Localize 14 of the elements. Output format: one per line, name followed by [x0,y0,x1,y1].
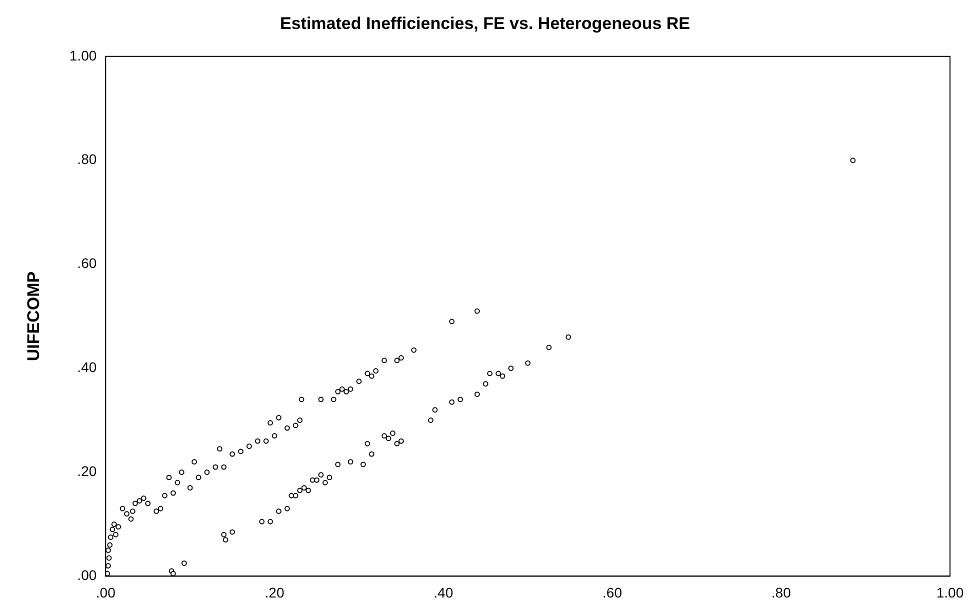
y-tick-label: .20 [77,463,97,480]
chart-title: Estimated Inefficiencies, FE vs. Heterogeneous RE [280,14,690,33]
y-tick-label: .60 [77,255,97,272]
y-axis-title: UIFECOMP [24,271,43,362]
x-tick-label: .20 [264,584,284,600]
y-tick-label: .40 [77,359,97,376]
x-tick-label: 1.00 [936,584,964,600]
y-tick-label: 1.00 [69,47,97,64]
x-tick-label: .00 [96,584,116,600]
x-tick-label: .40 [434,584,454,600]
y-tick-label: .00 [77,567,97,584]
y-tick-label: .80 [77,151,97,168]
x-tick-label: .80 [771,584,792,600]
x-tick-label: .60 [602,584,622,600]
